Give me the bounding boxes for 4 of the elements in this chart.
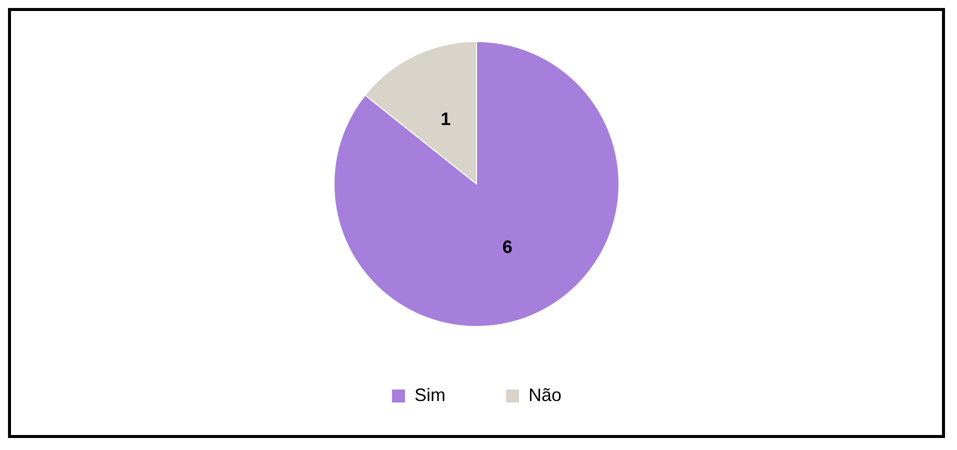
legend-label: Não (528, 384, 562, 405)
legend-label: Sim (414, 384, 446, 405)
data-label: 6 (502, 237, 512, 258)
data-label: 1 (440, 108, 451, 129)
